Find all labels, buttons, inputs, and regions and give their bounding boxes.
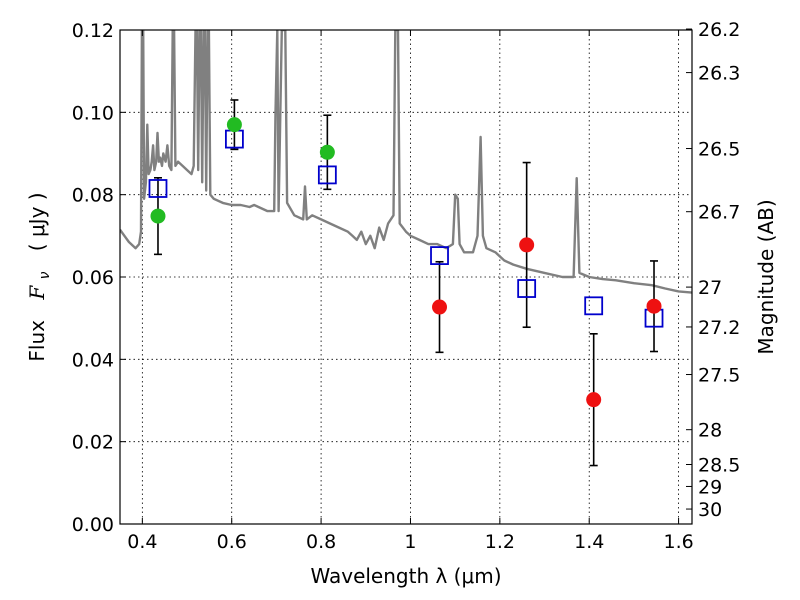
x-tick-label: 0.4 — [127, 531, 157, 553]
nir-flux-point — [646, 298, 662, 314]
y-tick-label: 0.12 — [72, 20, 114, 42]
y2-axis-label: Magnitude (AB) — [754, 199, 778, 354]
model-flux-square — [317, 165, 337, 185]
optical-flux-point — [226, 117, 242, 133]
y2-tick-label: 26.5 — [698, 139, 740, 161]
y-axis-label-var: F — [25, 285, 49, 301]
y-tick-label: 0.02 — [72, 432, 114, 454]
model-flux-square — [148, 179, 168, 198]
nir-flux-point — [519, 237, 535, 253]
spectrum-line — [120, 30, 692, 294]
x-tick-label: 0.8 — [306, 531, 336, 553]
y2-tick-label: 26.3 — [698, 63, 740, 85]
x-tick-label: 1 — [404, 531, 416, 553]
y2-tick-label: 29 — [698, 476, 722, 498]
y2-tick-label: 28.5 — [698, 454, 740, 476]
y2-tick-label: 30 — [698, 499, 722, 521]
y-tick-label: 0.08 — [72, 185, 114, 207]
x-tick-label: 1.6 — [663, 531, 693, 553]
y2-tick-label: 27 — [698, 277, 722, 299]
model-flux-square — [584, 296, 604, 316]
y-axis-label: Flux F ν ( μJy ) — [25, 192, 54, 361]
y2-tick-label: 27.5 — [698, 365, 740, 387]
model-flux-square — [430, 246, 449, 265]
x-tick-label: 0.6 — [217, 531, 247, 553]
y2-tick-label: 28 — [698, 420, 722, 442]
nir-flux-point — [432, 299, 448, 315]
optical-flux-point — [319, 144, 335, 160]
model-flux-square — [517, 279, 537, 298]
y-tick-label: 0.00 — [72, 514, 114, 536]
nir-flux-point — [586, 392, 602, 408]
y-tick-label: 0.04 — [72, 349, 114, 371]
x-tick-label: 1.4 — [574, 531, 604, 553]
y-axis-label-unit: ( μJy ) — [25, 192, 49, 251]
axis-ticks: 0.4 0.6 0.8 1 1.2 1.4 1.6 0.00 0.02 0.04 0.06 0.08 0… — [72, 19, 741, 553]
y2-tick-label: 26.7 — [698, 202, 740, 224]
data-points — [148, 99, 664, 467]
y-tick-label: 0.06 — [72, 267, 114, 289]
y2-tick-label: 26.2 — [698, 19, 740, 41]
y-tick-label: 0.10 — [72, 102, 114, 124]
x-tick-label: 1.2 — [485, 531, 515, 553]
y-axis-label-text: Flux — [25, 320, 49, 362]
optical-flux-point — [150, 208, 166, 224]
y-axis-label-sub: ν — [37, 271, 53, 279]
model-spectrum — [120, 30, 692, 294]
x-axis-label: Wavelength λ (μm) — [310, 564, 501, 588]
y2-tick-label: 27.2 — [698, 317, 740, 339]
